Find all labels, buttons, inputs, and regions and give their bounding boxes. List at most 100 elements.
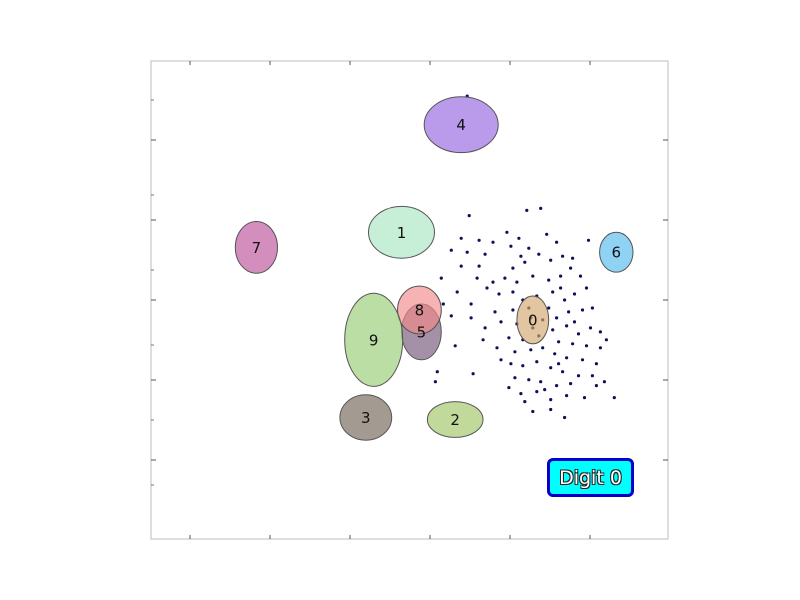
data-point (521, 364, 525, 368)
cluster-labels: 0 1 2 3 4 5 6 7 8 9 (252, 116, 621, 429)
data-point (531, 409, 535, 414)
legend: Digit 0 (547, 458, 634, 497)
cluster-label-4: 4 (456, 116, 466, 134)
data-point (561, 370, 565, 374)
data-point (598, 330, 603, 334)
data-point (569, 266, 573, 270)
data-point (535, 360, 539, 364)
data-point (509, 362, 513, 366)
data-point (565, 324, 569, 328)
data-point (572, 320, 577, 324)
data-point (455, 290, 459, 294)
data-point (459, 264, 463, 268)
axis-ticks (151, 61, 668, 539)
data-point (598, 346, 603, 350)
cluster-ellipse-8 (397, 285, 442, 335)
data-point (471, 372, 475, 376)
data-point (529, 348, 533, 352)
data-point (467, 214, 471, 218)
data-point (435, 370, 439, 374)
data-point (563, 298, 567, 302)
data-point (525, 208, 529, 212)
data-point (557, 340, 561, 344)
data-point (565, 394, 569, 398)
data-point (499, 358, 503, 362)
data-point (549, 258, 553, 262)
data-point (602, 380, 607, 384)
data-point (469, 302, 473, 306)
data-point (545, 232, 549, 236)
data-point (547, 278, 551, 282)
data-point (576, 374, 581, 378)
data-point (580, 308, 585, 312)
cluster-label-2: 2 (450, 411, 460, 429)
data-point (441, 302, 445, 306)
cluster-ellipse-9 (344, 292, 404, 387)
data-point (565, 356, 569, 360)
data-point (559, 274, 563, 278)
data-point (604, 338, 609, 342)
cluster-label-5: 5 (417, 323, 427, 341)
data-point (584, 286, 589, 290)
data-point (523, 260, 527, 264)
data-point (580, 358, 585, 362)
data-point (549, 366, 553, 370)
data-point (531, 274, 535, 278)
data-point (449, 314, 453, 318)
data-point (590, 306, 595, 310)
cluster-label-8: 8 (415, 302, 425, 320)
data-point (563, 415, 567, 420)
data-point (507, 386, 511, 390)
data-point (527, 246, 531, 250)
data-point (537, 252, 541, 256)
data-point (571, 256, 575, 260)
data-point (523, 400, 527, 404)
data-point (582, 396, 587, 400)
data-point (555, 240, 559, 244)
data-point (576, 332, 581, 336)
data-point (555, 384, 559, 388)
data-point (551, 328, 555, 332)
cluster-label-3: 3 (361, 409, 371, 427)
data-point (557, 362, 561, 366)
data-point (551, 290, 555, 294)
data-point (483, 326, 487, 330)
data-point (527, 378, 531, 382)
data-point (549, 407, 553, 412)
data-point (588, 326, 593, 330)
data-point (491, 280, 495, 284)
cluster-ellipse-4 (423, 96, 499, 154)
data-point (594, 384, 599, 388)
data-point (495, 346, 499, 350)
data-point (459, 236, 463, 240)
data-point (491, 240, 495, 244)
data-point (477, 264, 481, 268)
data-point (539, 380, 543, 384)
data-point (559, 286, 563, 290)
data-point (515, 280, 519, 284)
data-point (449, 248, 453, 252)
data-point (519, 392, 523, 396)
data-point (543, 388, 547, 392)
data-point (465, 250, 469, 254)
cluster-ellipse-7 (234, 221, 278, 274)
cluster-ellipse-0 (516, 295, 550, 345)
data-point (561, 254, 565, 258)
data-point (586, 238, 591, 242)
data-point (555, 316, 559, 320)
cluster-label-0: 0 (528, 311, 538, 329)
data-point (547, 306, 551, 310)
data-point (497, 292, 501, 296)
data-point (594, 362, 599, 366)
data-point (439, 276, 443, 280)
data-point (511, 266, 515, 270)
data-point (481, 338, 485, 342)
data-point (477, 238, 481, 242)
data-point (519, 254, 523, 258)
data-point (433, 380, 437, 384)
data-point (493, 310, 497, 314)
data-point (569, 382, 573, 386)
cluster-ellipses (234, 96, 634, 441)
data-point (567, 310, 571, 314)
